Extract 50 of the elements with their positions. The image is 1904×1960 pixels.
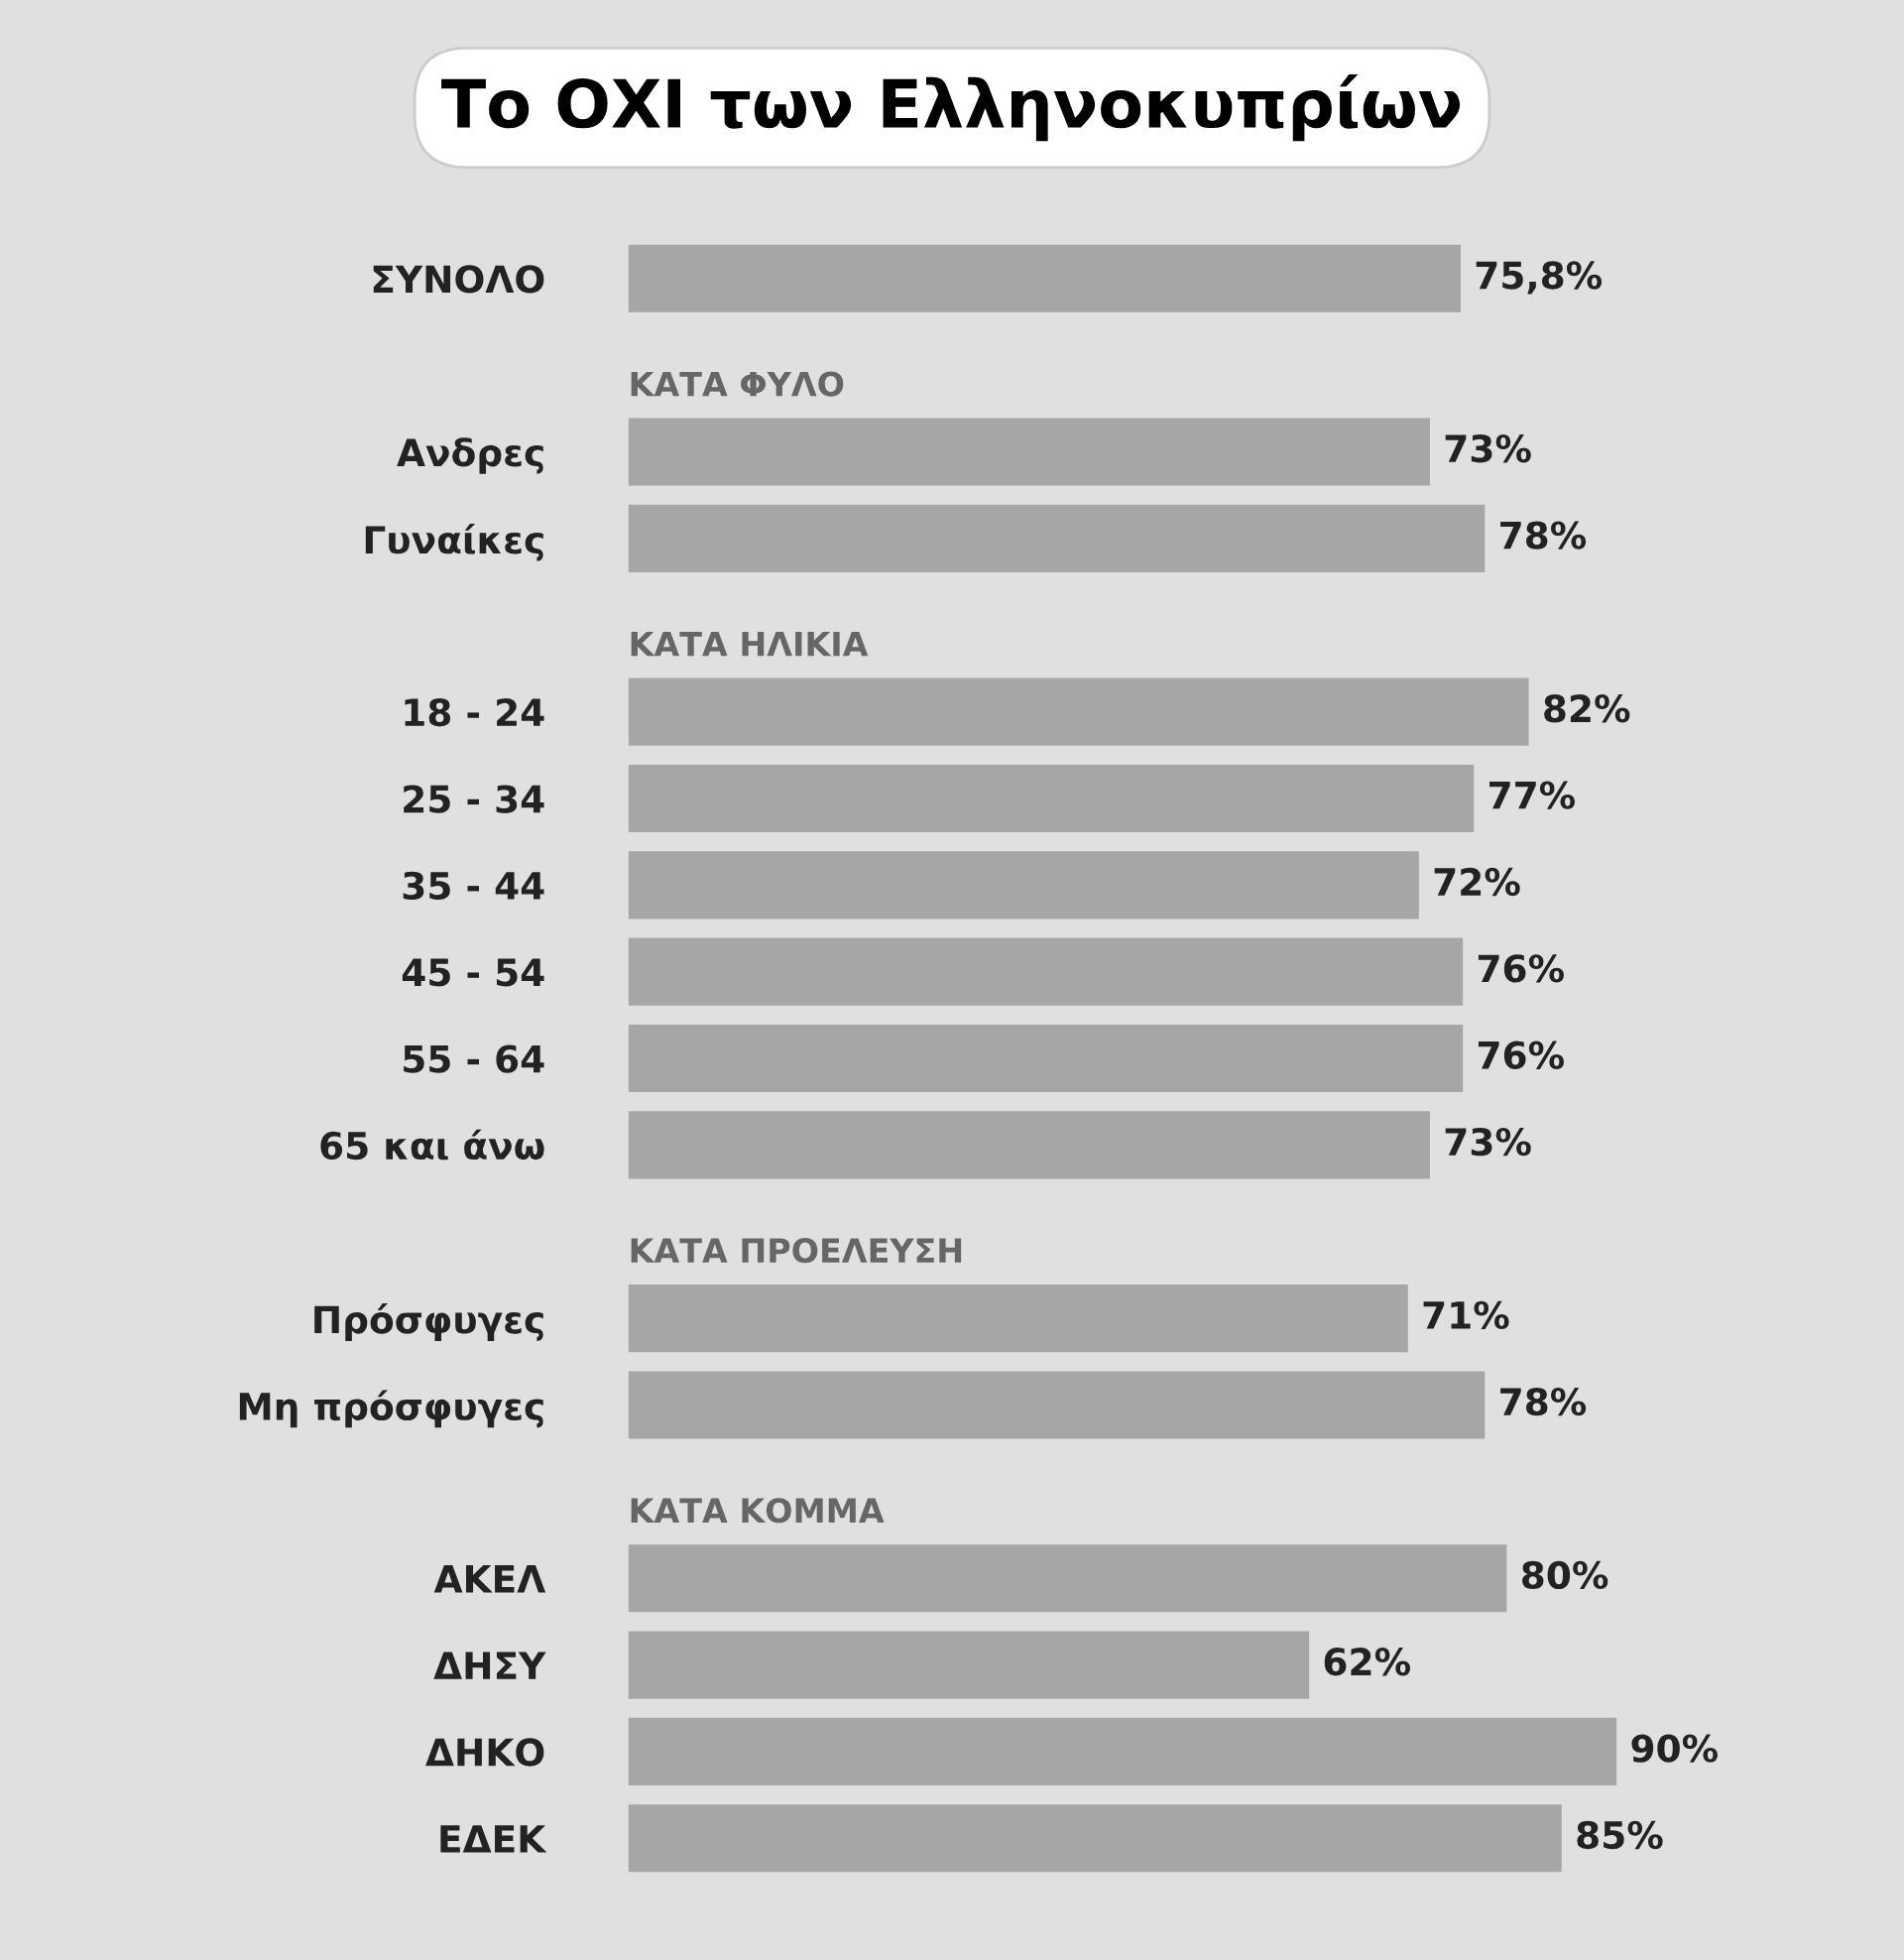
- bar: [628, 764, 1475, 833]
- data-label: 90%: [1631, 1734, 1719, 1763]
- y-tick-label: ΚΑΤΑ ΦΥΛΟ: [631, 371, 844, 397]
- bar: [628, 1717, 1617, 1785]
- data-label: 78%: [1500, 1388, 1587, 1416]
- y-tick-label: ΣΥΝΟΛΟ: [373, 265, 544, 294]
- y-tick-label: ΕΔΕΚ: [440, 1825, 547, 1853]
- data-label: 76%: [1478, 1041, 1564, 1069]
- bar: [628, 1804, 1562, 1873]
- y-tick-label: ΚΑΤΑ ΠΡΟΕΛΕΥΣΗ: [631, 1238, 962, 1264]
- bar: [628, 1631, 1310, 1699]
- bar: [628, 851, 1419, 919]
- y-tick-label: 35 - 44: [403, 871, 544, 901]
- chart-title: Το ΟΧΙ των Ελληνοκυπρίων: [441, 74, 1461, 142]
- y-tick-label: 25 - 34: [404, 785, 544, 813]
- y-tick-label: Πρόσφυγες: [314, 1303, 543, 1341]
- data-label: 77%: [1489, 781, 1576, 809]
- data-label: 62%: [1324, 1648, 1410, 1676]
- bar: [628, 504, 1486, 572]
- data-label: 75,8%: [1476, 261, 1603, 295]
- data-label: 72%: [1434, 867, 1520, 897]
- bar: [628, 937, 1464, 1006]
- data-label: 73%: [1445, 434, 1531, 463]
- y-tick-label: ΑΚΕΛ: [433, 1565, 546, 1593]
- y-tick-label: Γυναίκες: [365, 523, 543, 561]
- y-tick-label: ΔΗΣΥ: [433, 1652, 546, 1679]
- bar: [628, 1371, 1486, 1439]
- bar: [628, 244, 1461, 312]
- data-label: 73%: [1445, 1127, 1531, 1157]
- y-tick-label: Ανδρες: [397, 437, 543, 474]
- data-label: 80%: [1522, 1560, 1608, 1590]
- y-tick-label: ΔΗΚΟ: [425, 1738, 544, 1767]
- bar: [628, 1024, 1464, 1093]
- y-tick-label: Μη πρόσφυγες: [239, 1390, 543, 1428]
- data-label: 82%: [1544, 694, 1630, 723]
- y-tick-label: ΚΑΤΑ ΗΛΙΚΙΑ: [631, 631, 869, 657]
- y-tick-label: ΚΑΤΑ ΚΟΜΜΑ: [631, 1498, 885, 1524]
- bar: [628, 1544, 1507, 1613]
- y-tick-label: 45 - 54: [402, 958, 544, 987]
- data-label: 85%: [1577, 1820, 1663, 1850]
- bar: [628, 1285, 1408, 1353]
- y-tick-label: 65 και άνω: [320, 1129, 544, 1161]
- data-label: 78%: [1500, 521, 1587, 550]
- y-tick-label: 18 - 24: [405, 698, 544, 727]
- bar: [628, 418, 1430, 486]
- data-label: 76%: [1478, 954, 1564, 983]
- y-tick-label: 55 - 64: [404, 1044, 544, 1073]
- bar: [628, 677, 1529, 746]
- bar: [628, 1111, 1430, 1179]
- data-label: 71%: [1423, 1300, 1509, 1329]
